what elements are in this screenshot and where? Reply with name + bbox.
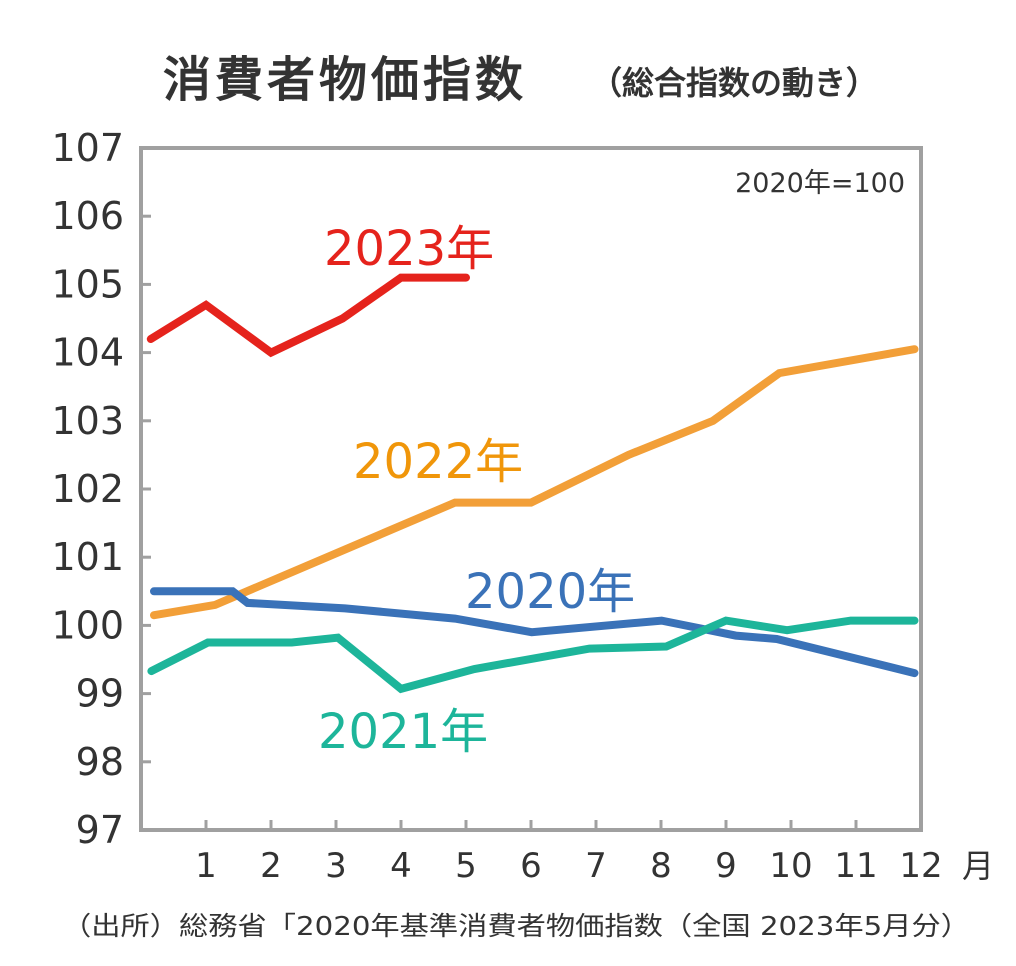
y-axis: 97 98 99 100 101 102 103 104 105 106 107 bbox=[51, 126, 151, 852]
x-tick-label: 8 bbox=[650, 846, 672, 886]
x-tick-label: 11 bbox=[834, 846, 877, 886]
series-label-2021: 2021年 bbox=[318, 704, 488, 760]
x-tick-label: 6 bbox=[520, 846, 542, 886]
plot-frame bbox=[139, 146, 923, 832]
source-note: （出所）総務省「2020年基準消費者物価指数（全国 2023年5月分） bbox=[62, 912, 970, 942]
series-lines bbox=[146, 273, 919, 694]
y-tick-label: 101 bbox=[51, 535, 124, 579]
x-tick-label: 10 bbox=[769, 846, 812, 886]
x-tick-label: 12 bbox=[899, 846, 942, 886]
series-label-2020: 2020年 bbox=[465, 564, 635, 620]
chart-title: 消費者物価指数 bbox=[163, 52, 527, 108]
x-tick-label: 2 bbox=[260, 846, 282, 886]
series-label-2022: 2022年 bbox=[353, 434, 523, 490]
series-line-2023 bbox=[146, 273, 470, 358]
series-line-2020 bbox=[150, 587, 919, 678]
y-tick-label: 97 bbox=[76, 808, 124, 852]
x-axis: 1 2 3 4 5 6 7 8 9 10 11 12 bbox=[195, 820, 943, 886]
y-tick-label: 106 bbox=[51, 194, 124, 238]
y-tick-label: 107 bbox=[51, 126, 124, 170]
y-tick-label: 102 bbox=[51, 467, 124, 511]
series-line-2022 bbox=[150, 345, 919, 620]
x-tick-label: 1 bbox=[195, 846, 217, 886]
series-line-2021 bbox=[147, 616, 919, 694]
x-tick-label: 4 bbox=[390, 846, 412, 886]
x-tick-label: 7 bbox=[585, 846, 607, 886]
base-annotation: 2020年=100 bbox=[735, 168, 905, 199]
y-tick-label: 100 bbox=[51, 603, 124, 647]
y-tick-label: 105 bbox=[51, 262, 124, 306]
y-tick-label: 99 bbox=[76, 672, 124, 716]
x-tick-label: 5 bbox=[455, 846, 477, 886]
y-tick-label: 104 bbox=[51, 331, 124, 375]
x-tick-label: 9 bbox=[715, 846, 737, 886]
x-unit-label: 月 bbox=[962, 847, 994, 885]
series-label-2023: 2023年 bbox=[324, 221, 494, 277]
y-tick-label: 98 bbox=[76, 740, 124, 784]
x-tick-label: 3 bbox=[325, 846, 347, 886]
y-tick-label: 103 bbox=[51, 399, 124, 443]
chart-subtitle: （総合指数の動き） bbox=[590, 64, 878, 102]
